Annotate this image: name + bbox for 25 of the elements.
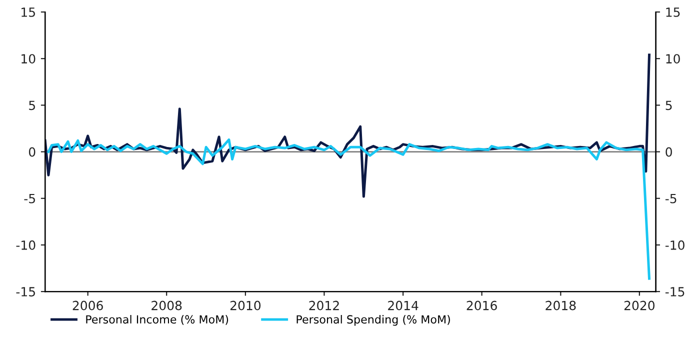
x-tick-label: 2020 — [624, 300, 655, 310]
y2-tick-label: -5 — [665, 194, 676, 204]
y2-tick-label: 5 — [666, 100, 672, 110]
x-tick-label: 2010 — [230, 300, 261, 310]
y-tick-label: -15 — [16, 287, 35, 296]
y-tick-label: 15 — [22, 8, 35, 17]
y2-tick-label: -15 — [665, 287, 684, 296]
y2-tick-label: 0 — [666, 147, 672, 157]
legend-label: Personal Income (% MoM) — [86, 314, 228, 325]
x-tick-label: 2012 — [309, 300, 339, 310]
legend-label: Personal Spending (% MoM) — [296, 314, 450, 326]
y-tick-label: 5 — [29, 100, 35, 110]
y2-tick-label: 15 — [666, 8, 680, 17]
line-series — [47, 138, 650, 280]
y-tick-label: -5 — [24, 194, 35, 204]
y-tick-label: 0 — [28, 147, 36, 157]
x-tick-label: 2016 — [466, 300, 497, 310]
y-tick-label: 10 — [22, 54, 36, 64]
y-tick-label: -10 — [16, 240, 36, 250]
x-tick-label: 2018 — [546, 300, 576, 310]
y2-tick-label: 10 — [666, 54, 680, 64]
x-tick-label: 2014 — [388, 300, 418, 310]
x-tick-label: 2006 — [72, 300, 103, 310]
y2-tick-label: -10 — [665, 240, 684, 250]
x-tick-label: 2008 — [152, 300, 182, 310]
